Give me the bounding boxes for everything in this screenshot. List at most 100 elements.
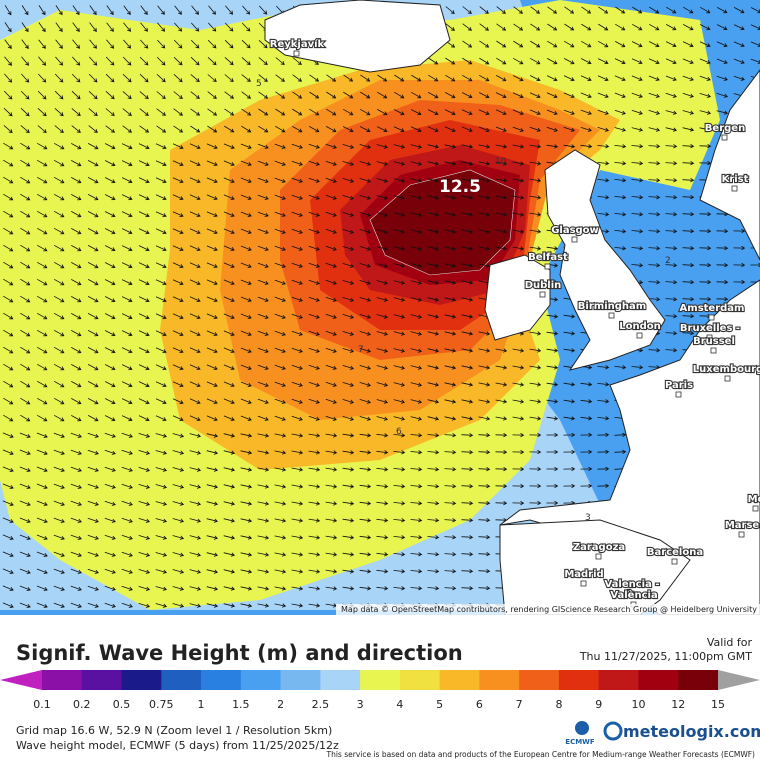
city-dot [636,332,643,339]
ecmwf-text: ECMWF [565,738,595,746]
scale-segment [121,670,162,690]
city-label: Amsterdam [680,303,745,314]
map: Reykjavík Bergen Krist Glasgow Belfast Dublin… [0,0,760,615]
scale-segment [678,670,719,690]
scale-label: 12 [671,698,685,711]
attribution-bg [336,604,760,615]
scale-segment [161,670,202,690]
city-label: Zaragoza [573,542,625,553]
cities: Reykjavík Bergen Krist Glasgow Belfast Dublin… [269,37,760,608]
scale-arrow-right [718,670,760,690]
scale-label: 15 [711,698,725,711]
iceland [264,0,451,73]
city-label: Barcelona [647,547,703,558]
city-label: Marse [725,520,760,531]
model-info: Wave height model, ECMWF (5 days) from 1… [16,739,339,752]
city-dot [731,185,738,192]
contour-label: 2 [665,256,671,266]
valid-time: Thu 11/27/2025, 11:00pm GMT [579,650,752,663]
contour-label: 12.5 [439,177,481,197]
scale-segment [81,670,123,690]
scale-segment [360,670,401,690]
iberia [499,519,691,615]
city-dot [544,263,551,270]
scale-arrow-left [0,670,42,690]
city-dot [293,50,300,57]
scale-label: 2.5 [312,698,330,711]
contour-label: 5 [256,79,262,89]
scale-label: 4 [396,698,403,711]
scale-segment [598,670,639,690]
city-dot [539,291,546,298]
contour-label: 3 [585,513,591,523]
scale-segment [320,670,361,690]
scale-segment [479,670,520,690]
scale-label: 3 [357,698,364,711]
city-label: Glasgow [551,225,599,236]
scale-segment [42,670,83,690]
scale-label: 6 [476,698,483,711]
city-dot [708,314,715,321]
notice: This service is based on data and produc… [326,750,756,759]
city-dot [738,531,745,538]
scale-label: 0.2 [73,698,91,711]
contour-label: 6 [396,427,402,437]
scale-label: 9 [595,698,602,711]
city-dot [706,334,713,341]
scale-label: 0.1 [33,698,51,711]
norway [699,69,760,261]
city-dot [724,375,731,382]
city-dot [595,553,602,560]
city-dot [580,580,587,587]
scale-label: 8 [555,698,562,711]
scale-segment [280,670,321,690]
contour-label: 10 [495,157,507,167]
scale-segment [638,670,679,690]
city-label: València [610,589,657,601]
city-dot [671,558,678,565]
city-label: Dublin [525,280,562,291]
city-label: Birmingham [578,301,646,312]
scale-segment [439,670,480,690]
arrow-field [2,5,760,608]
direction-arrows [2,5,760,608]
scale-label: 1 [198,698,205,711]
city-label: Brussel [693,336,735,347]
legend-title: Signif. Wave Height (m) and direction [16,641,463,665]
city-label: Krist [722,174,749,185]
grid-info: Grid map 16.6 W, 52.9 N (Zoom level 1 / … [16,724,332,737]
contour-label: 7 [358,345,364,355]
city-label: Madrid [564,569,603,580]
city-label: Mo [748,494,760,505]
scale-segment [399,670,441,690]
scale-label: 5 [436,698,443,711]
city-label: Belfast [528,252,568,263]
scale-segment [201,670,242,690]
scale-label: 2 [277,698,284,711]
ecmwf-logo [575,721,589,735]
scale-segment [519,670,560,690]
valid-label: Valid for [707,636,753,649]
city-label: Luxembourg [693,364,760,375]
ireland [484,254,551,341]
city-dot [721,134,728,141]
city-dot [710,347,717,354]
scale-label: 10 [631,698,645,711]
scale-label: 7 [516,698,523,711]
city-label: Reykjavík [270,38,325,50]
scale-label: 0.5 [113,698,131,711]
city-dot [628,590,635,597]
brand-logo [603,721,623,741]
scale-segment [240,670,282,690]
city-dot [675,391,682,398]
brand: meteologix.com [623,722,760,741]
great-britain [544,149,666,371]
city-label: London [619,321,661,332]
city-label: Valencia - [604,579,659,590]
city-dot [571,236,578,243]
attribution: Map data © OpenStreetMap contributors, r… [341,605,757,614]
city-label: Paris [665,380,693,391]
color-scale: 0.1 0.2 0.5 0.75 1 1.5 2 2.5 3 4 5 6 7 8 9 10 12 15 [0,670,760,711]
city-dot [608,312,615,319]
